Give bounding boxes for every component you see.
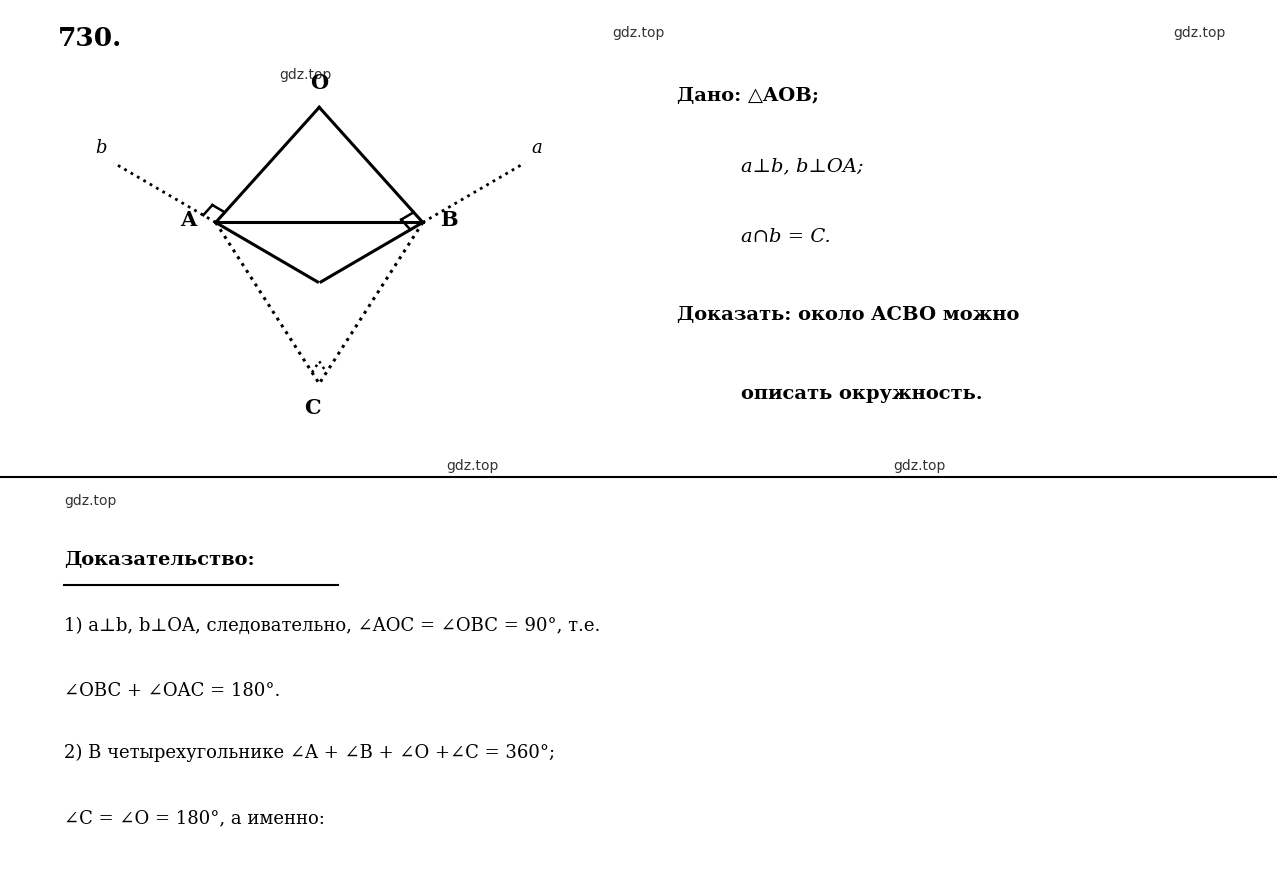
Text: описать окружность.: описать окружность. — [741, 385, 982, 403]
Text: b: b — [96, 139, 107, 158]
Text: gdz.top: gdz.top — [446, 459, 499, 473]
Text: gdz.top: gdz.top — [64, 494, 116, 508]
Text: O: O — [310, 73, 328, 93]
Text: 730.: 730. — [57, 26, 121, 52]
Text: ∠OBC + ∠OAC = 180°.: ∠OBC + ∠OAC = 180°. — [64, 682, 280, 701]
Text: A: A — [180, 209, 197, 229]
Text: a∩b = C.: a∩b = C. — [741, 228, 830, 246]
Text: 2) В четырехугольнике ∠A + ∠B + ∠O +∠C = 360°;: 2) В четырехугольнике ∠A + ∠B + ∠O +∠C =… — [64, 744, 555, 762]
Text: a⊥b, b⊥OA;: a⊥b, b⊥OA; — [741, 158, 863, 176]
Text: gdz.top: gdz.top — [893, 459, 946, 473]
Text: gdz.top: gdz.top — [280, 67, 332, 81]
Text: gdz.top: gdz.top — [1174, 26, 1226, 40]
Text: C: C — [304, 398, 321, 418]
Text: ∠C = ∠O = 180°, а именно:: ∠C = ∠O = 180°, а именно: — [64, 809, 324, 828]
Text: Доказать: около ACBO можно: Доказать: около ACBO можно — [677, 306, 1019, 325]
Text: Дано: △AOB;: Дано: △AOB; — [677, 88, 819, 106]
Text: 1) a⊥b, b⊥OA, следовательно, ∠AOC = ∠OBC = 90°, т.е.: 1) a⊥b, b⊥OA, следовательно, ∠AOC = ∠OBC… — [64, 617, 600, 635]
Text: gdz.top: gdz.top — [612, 26, 665, 40]
Text: B: B — [441, 209, 457, 229]
Text: a: a — [531, 139, 543, 158]
Text: Доказательство:: Доказательство: — [64, 551, 254, 570]
